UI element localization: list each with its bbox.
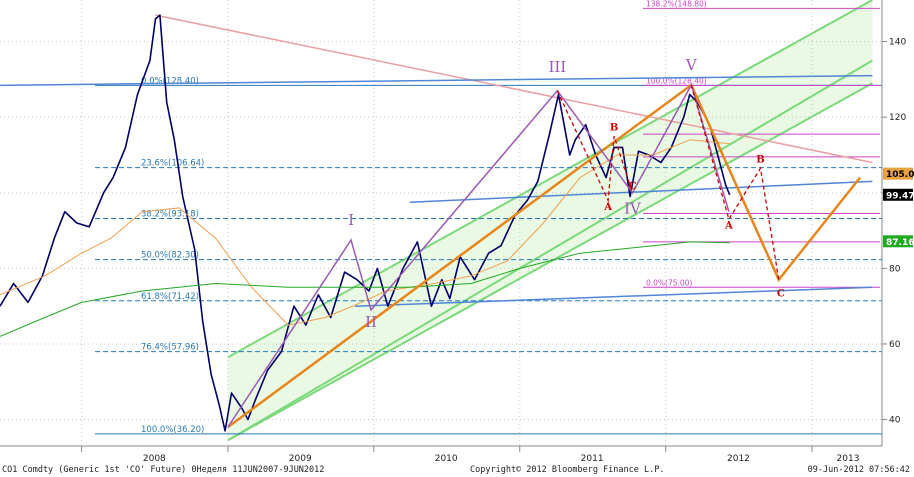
price-tag-bg <box>883 167 913 180</box>
projection-level-label: 138.2%(148.80) <box>646 0 707 8</box>
x-tick-label: 2009 <box>289 454 312 464</box>
x-tick-label: 2011 <box>581 454 604 464</box>
projection-level-label: 0.0%(75.00) <box>646 278 692 287</box>
x-tick-label: 2008 <box>143 454 166 464</box>
ma_long-line <box>0 241 730 337</box>
security-description: CO1 Comdty (Generic 1st 'CO' Future) 0Не… <box>2 465 325 475</box>
y-tick-label: 140 <box>889 38 906 48</box>
copyright-text: Copyright© 2012 Bloomberg Finance L.P. <box>470 465 665 475</box>
projection-path <box>227 83 861 429</box>
channel-upper-line <box>227 0 873 359</box>
x-tick-label: 2010 <box>435 454 458 464</box>
abc-label: A <box>724 221 733 232</box>
wave-label: II <box>365 313 377 331</box>
fib-level-label: 38.2%(93.18) <box>141 210 199 220</box>
abc-label: C <box>777 289 785 300</box>
price-tag-label: 99.47 <box>886 191 914 201</box>
x-tick-label: 2013 <box>837 454 860 464</box>
ma_short-line <box>0 139 730 326</box>
y-tick-label: 120 <box>889 113 906 123</box>
abc-label: B <box>756 155 764 166</box>
wave-label: I <box>348 211 354 229</box>
wave-label: III <box>548 58 566 76</box>
fib-level-label: 0.0%(128.40) <box>141 76 199 86</box>
support-trendline <box>409 180 873 203</box>
fib-level-label: 100.0%(36.20) <box>141 425 204 435</box>
channel-lower-line <box>227 82 873 442</box>
price-tag-bg <box>883 235 913 248</box>
projection-level-label: 100.0%(128.40) <box>646 76 707 85</box>
abc-label: C <box>629 181 637 192</box>
timestamp: 09-Jun-2012 07:56:42 <box>807 465 910 475</box>
y-tick-label: 60 <box>889 340 901 350</box>
channel-fill <box>227 0 873 441</box>
price-tag-label: 87.16 <box>886 238 914 248</box>
x-tick-label: 2012 <box>727 454 750 464</box>
price-line <box>0 14 731 432</box>
support-trendline <box>354 286 873 307</box>
y-tick-label: 80 <box>889 264 901 274</box>
fib-level-label: 76.4%(57.96) <box>141 343 199 353</box>
fib-level-label: 61.8%(71.42) <box>141 292 199 302</box>
wave-label: IV <box>624 200 642 218</box>
abc-correction-path <box>690 84 780 280</box>
abc-label: B <box>610 122 618 133</box>
fib-level-label: 23.6%(106.64) <box>141 159 204 169</box>
price-tag-bg <box>883 188 913 201</box>
price-tag-label: 105.06 <box>886 170 914 180</box>
wave-label: V <box>685 56 698 74</box>
abc-label: A <box>603 202 612 213</box>
y-tick-label: 40 <box>889 416 901 426</box>
fib-level-label: 50.0%(82.30) <box>141 251 199 261</box>
resistance-trendline <box>155 14 873 164</box>
channel-mid-line <box>227 59 873 442</box>
